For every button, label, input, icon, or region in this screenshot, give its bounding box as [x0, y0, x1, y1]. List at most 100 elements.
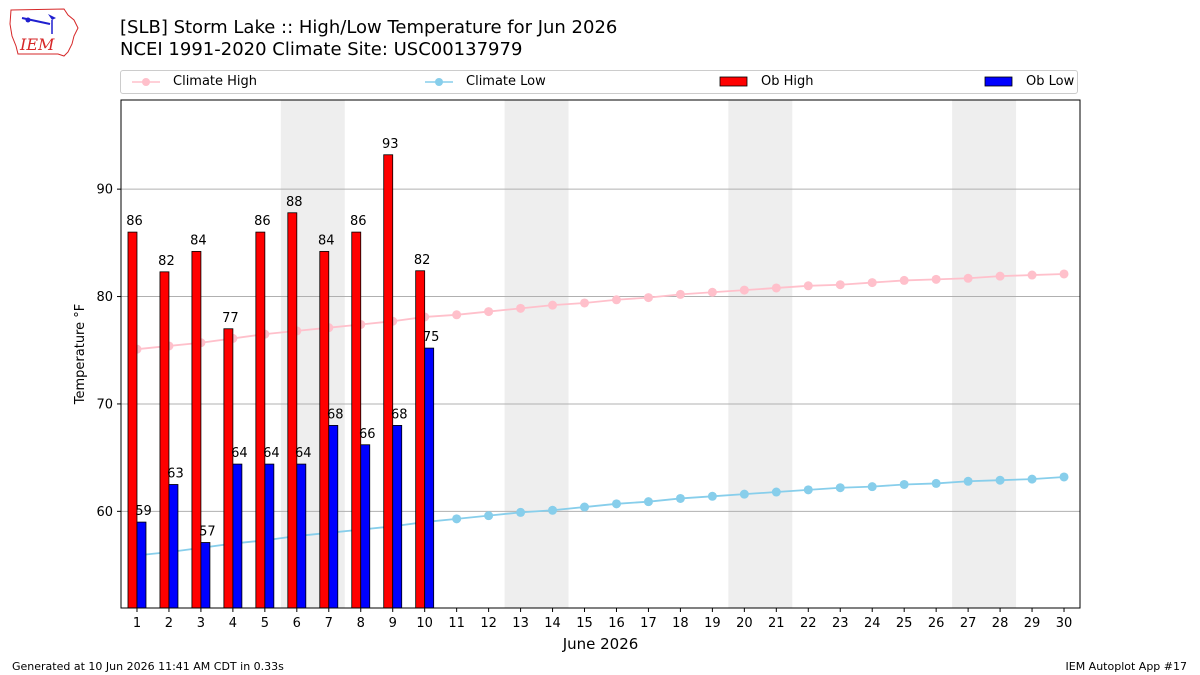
- series-point: [580, 298, 590, 308]
- x-tick-label: 27: [960, 616, 977, 631]
- iem-logo: IEM: [9, 8, 79, 57]
- series-point: [995, 475, 1005, 485]
- legend-bar-swatch-icon: [984, 76, 1013, 86]
- series-line: [136, 273, 1065, 351]
- bar: [264, 463, 275, 609]
- x-tick-label: 26: [928, 616, 945, 631]
- x-tick-label: 30: [1056, 616, 1073, 631]
- series-point: [1027, 474, 1037, 484]
- bar-value-label: 75: [423, 330, 440, 345]
- x-tick-label: 7: [325, 616, 333, 631]
- series-point: [931, 478, 941, 488]
- series-point: [771, 283, 781, 293]
- series-point: [516, 507, 526, 517]
- plot-frame: [120, 99, 1081, 609]
- bar: [383, 154, 394, 609]
- bar: [232, 463, 243, 609]
- series-point: [516, 303, 526, 313]
- bar-value-label: 66: [359, 427, 376, 442]
- bar-value-label: 64: [295, 446, 312, 461]
- bar-value-label: 64: [231, 446, 248, 461]
- y-tick-label: 80: [96, 290, 113, 305]
- series-point: [1059, 269, 1069, 279]
- bar-value-label: 84: [190, 233, 207, 248]
- bar: [287, 212, 298, 609]
- x-tick-label: 12: [480, 616, 497, 631]
- x-tick-label: 8: [357, 616, 365, 631]
- series-point: [963, 476, 973, 486]
- legend-bar-swatch-icon: [719, 76, 748, 86]
- legend-line-marker-icon: [425, 77, 453, 86]
- series-point: [963, 273, 973, 283]
- bar: [328, 425, 339, 609]
- x-tick-label: 17: [640, 616, 657, 631]
- x-tick-label: 6: [293, 616, 301, 631]
- bar-value-label: 68: [327, 407, 344, 422]
- bar: [191, 251, 202, 609]
- legend-label: Ob Low: [1026, 74, 1075, 89]
- x-tick-label: 29: [1024, 616, 1041, 631]
- x-tick-label: 21: [768, 616, 785, 631]
- series-point: [899, 479, 909, 489]
- x-tick-label: 14: [544, 616, 561, 631]
- series-point: [739, 285, 749, 295]
- legend-line-marker-icon: [132, 77, 160, 86]
- bar: [415, 270, 426, 609]
- series-point: [484, 307, 494, 317]
- bar: [127, 231, 138, 609]
- x-tick-label: 19: [704, 616, 721, 631]
- x-tick-label: 4: [229, 616, 237, 631]
- bar-value-label: 63: [167, 466, 184, 481]
- legend-climate-low: Climate Low: [424, 74, 546, 89]
- bar-value-label: 82: [414, 253, 431, 268]
- series-point: [643, 293, 653, 303]
- bar-value-label: 93: [382, 137, 399, 152]
- x-tick-label: 3: [197, 616, 205, 631]
- series-point: [1027, 270, 1037, 280]
- bar-value-label: 86: [126, 214, 143, 229]
- app-credit: IEM Autoplot App #17: [1065, 660, 1188, 673]
- series-point: [931, 274, 941, 284]
- series-point: [835, 483, 845, 493]
- y-gridlines: [121, 188, 1080, 512]
- series-point: [803, 281, 813, 291]
- legend-ob-low: Ob Low: [984, 74, 1074, 89]
- bar: [159, 271, 170, 609]
- bar: [168, 484, 179, 609]
- y-tick-label: 90: [96, 183, 113, 198]
- x-tick-label: 5: [261, 616, 269, 631]
- series-point: [611, 295, 621, 305]
- x-tick-label: 25: [896, 616, 913, 631]
- bar-value-labels: 86 82 84 77 86 88 84 86 93 82 59 63 57 64 64 64 68 66 68 75: [126, 137, 439, 540]
- bar: [200, 542, 211, 609]
- x-tick-label: 28: [992, 616, 1009, 631]
- weekend-shade: [504, 100, 569, 608]
- x-tick-label: 13: [512, 616, 529, 631]
- x-tick-label: 23: [832, 616, 849, 631]
- bar-value-label: 68: [391, 407, 408, 422]
- legend-ob-high: Ob High: [719, 74, 814, 89]
- x-tick-label: 11: [448, 616, 465, 631]
- x-tick-label: 2: [165, 616, 173, 631]
- x-tick-label: 18: [672, 616, 689, 631]
- bar-value-label: 82: [158, 254, 175, 269]
- series-point: [771, 487, 781, 497]
- x-tick-label: 9: [389, 616, 397, 631]
- y-axis-label: Temperature °F: [73, 304, 88, 405]
- x-tick-label: 16: [608, 616, 625, 631]
- series-point: [452, 310, 462, 320]
- legend-label: Ob High: [761, 74, 814, 89]
- series-point: [899, 275, 909, 285]
- series-point: [803, 485, 813, 495]
- series-point: [548, 300, 558, 310]
- legend: Climate High Climate Low Ob High Ob Low: [120, 70, 1078, 94]
- bar-value-label: 86: [254, 214, 271, 229]
- bar: [319, 251, 330, 609]
- series-point: [867, 482, 877, 492]
- chart-title: [SLB] Storm Lake :: High/Low Temperature…: [120, 17, 618, 38]
- x-tick-label: 1: [133, 616, 141, 631]
- chart-subtitle: NCEI 1991-2020 Climate Site: USC00137979: [120, 39, 523, 60]
- bar-value-label: 88: [286, 195, 303, 210]
